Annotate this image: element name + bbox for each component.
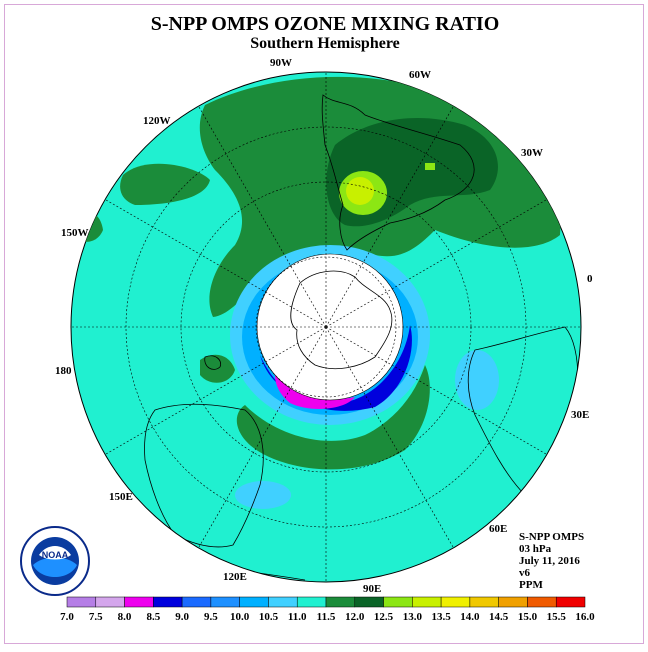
meridian-line xyxy=(198,326,327,548)
colorbar-tick-label: 8.0 xyxy=(117,611,132,623)
lon-label-150w: 150W xyxy=(61,227,89,239)
coastline-antarctica xyxy=(290,270,393,370)
contour-rim-blue xyxy=(260,325,412,411)
meridian-line xyxy=(105,199,327,328)
meridian-line xyxy=(325,199,547,328)
info-version: v6 xyxy=(519,567,530,579)
colorbar-tick-label: 15.5 xyxy=(546,611,566,623)
meridian-line xyxy=(198,106,327,328)
lon-label-90w: 90W xyxy=(270,57,292,69)
lon-label-90e: 90E xyxy=(363,583,382,595)
meridian-line xyxy=(325,326,547,455)
info-date: July 11, 2016 xyxy=(519,555,580,567)
graticule-meridians xyxy=(71,72,581,582)
colorbar-tick-label: 14.5 xyxy=(489,611,509,623)
noaa-logo: NOAA xyxy=(20,526,90,596)
info-instrument: S-NPP OMPS xyxy=(519,531,585,543)
noaa-logo-text: NOAA xyxy=(42,550,69,560)
polar-map xyxy=(70,71,582,583)
lon-label-60e: 60E xyxy=(489,523,508,535)
contour-blue-aus xyxy=(235,481,291,509)
lon-label-30w: 30W xyxy=(521,147,543,159)
page-title: S-NPP OMPS OZONE MIXING RATIO xyxy=(150,13,500,35)
lon-label-120e: 120E xyxy=(223,571,247,583)
coastline-australia xyxy=(144,403,264,548)
colorbar-tick-label: 13.5 xyxy=(431,611,451,623)
contour-peak-small xyxy=(425,163,435,170)
contour-blue-indian xyxy=(455,350,499,410)
colorbar-tick-label: 16.0 xyxy=(575,611,595,623)
colorbar-tick-label: 11.0 xyxy=(287,611,307,623)
colorbar-tick-label: 14.0 xyxy=(460,611,480,623)
coastline-south-america xyxy=(321,94,475,251)
lon-label-180: 180 xyxy=(55,365,72,377)
colorbar-tick-label: 15.0 xyxy=(517,611,538,623)
meridian-line xyxy=(105,326,327,455)
colorbar-tick-label: 12.5 xyxy=(373,611,394,623)
contour-green-south xyxy=(236,365,430,470)
lon-label-150e: 150E xyxy=(109,491,133,503)
colorbar-tick-label: 10.0 xyxy=(230,611,250,623)
info-level: 03 hPa xyxy=(519,543,552,555)
contour-peak-core xyxy=(346,177,374,205)
meridian-line xyxy=(325,326,454,548)
colorbar-tick-label: 11.5 xyxy=(316,611,336,623)
colorbar-tick-label: 13.0 xyxy=(402,611,422,623)
colorbar-tick-label: 8.5 xyxy=(146,611,161,623)
colorbar-tick-label: 12.0 xyxy=(345,611,365,623)
meridian-line xyxy=(325,106,454,328)
colorbar-tick-label: 7.0 xyxy=(60,611,74,623)
contour-rim-magenta xyxy=(275,375,355,409)
lon-label-30e: 30E xyxy=(571,409,590,421)
lon-label-60w: 60W xyxy=(409,69,431,81)
colorbar-tick-label: 10.5 xyxy=(258,611,279,623)
lon-label-120w: 120W xyxy=(143,115,171,127)
lon-label-0: 0 xyxy=(587,273,593,285)
map-frame: S-NPP OMPS OZONE MIXING RATIO Southern H… xyxy=(4,4,644,644)
coastline-new-zealand xyxy=(204,355,222,370)
info-units: PPM xyxy=(519,579,543,591)
colorbar-tick-label: 7.5 xyxy=(88,611,103,623)
page-subtitle: Southern Hemisphere xyxy=(250,35,400,52)
colorbar-tick-label: 9.0 xyxy=(175,611,189,623)
contour-green-west xyxy=(120,163,210,205)
colorbar-tick-label: 9.5 xyxy=(204,611,218,623)
